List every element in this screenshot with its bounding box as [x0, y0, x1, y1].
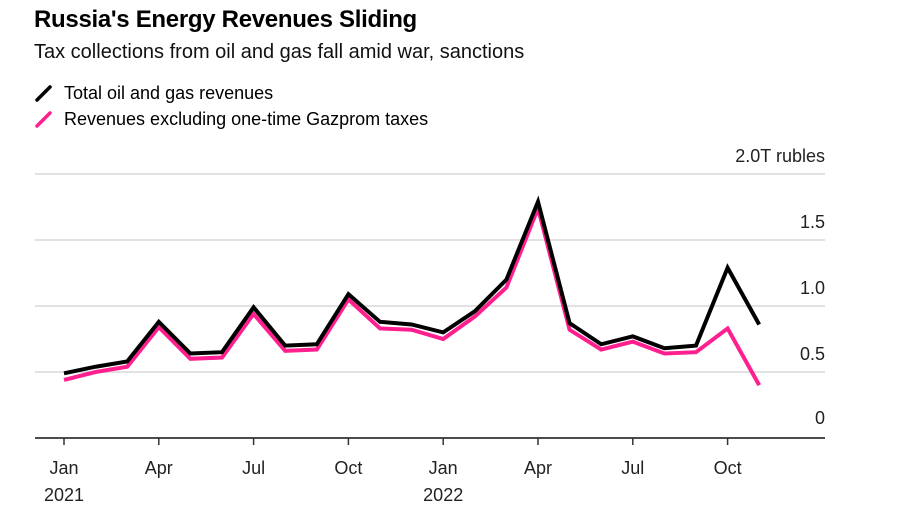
- y-tick-label: 1.0: [800, 278, 825, 298]
- y-tick-label: 0: [815, 408, 825, 428]
- y-axis-labels: 2.0T rubles 1.5 1.0 0.5 0: [735, 146, 825, 428]
- legend-swatch-excluding-gazprom: [35, 111, 52, 128]
- chart-title: Russia's Energy Revenues Sliding: [34, 6, 417, 33]
- x-tick-year-label: 2021: [44, 485, 84, 505]
- y-tick-label: 0.5: [800, 344, 825, 364]
- x-tick-label: Jul: [621, 458, 644, 478]
- x-tick-label: Oct: [334, 458, 362, 478]
- chart-subtitle: Tax collections from oil and gas fall am…: [34, 41, 525, 63]
- x-tick-label: Apr: [524, 458, 552, 478]
- x-tick-label: Apr: [145, 458, 173, 478]
- legend-item-excluding-gazprom: Revenues excluding one-time Gazprom taxe…: [34, 106, 428, 132]
- series-line-excluding-gazprom: [63, 201, 761, 387]
- legend-label-excluding-gazprom: Revenues excluding one-time Gazprom taxe…: [64, 108, 429, 129]
- legend-item-total: Total oil and gas revenues: [34, 80, 428, 106]
- series-lines: [63, 195, 761, 387]
- x-tick-label: Jan: [429, 458, 458, 478]
- y-tick-label: 1.5: [800, 212, 825, 232]
- x-tick-label: Jul: [242, 458, 265, 478]
- x-tick-label: Jan: [49, 458, 78, 478]
- legend-label-total: Total oil and gas revenues: [64, 82, 274, 103]
- series-line-total: [63, 195, 761, 376]
- legend-swatch-total: [35, 85, 52, 102]
- x-tick-year-label: 2022: [423, 485, 463, 505]
- x-tick-label: Oct: [714, 458, 742, 478]
- y-tick-label: 2.0T rubles: [735, 146, 825, 166]
- legend: Total oil and gas revenues Revenues excl…: [34, 80, 428, 132]
- x-axis: Jan 2021 Apr Jul Oct Jan 2022 Apr Jul Oct: [35, 437, 825, 505]
- gridlines: [35, 173, 825, 373]
